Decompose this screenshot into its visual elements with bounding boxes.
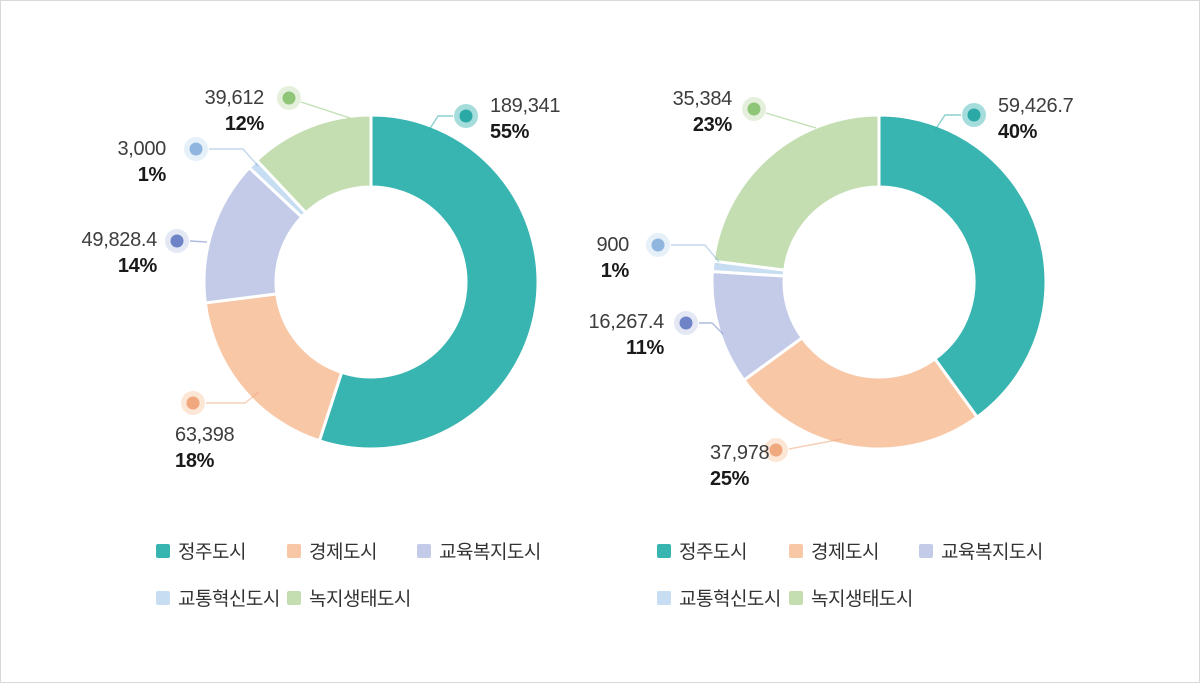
legend-item-gyoyuk[interactable]: 교육복지도시 bbox=[919, 537, 1043, 564]
legend-swatch-lavender bbox=[417, 543, 431, 558]
callout-right-jeongju: 59,426.7 40% bbox=[998, 93, 1074, 145]
callout-dot bbox=[651, 238, 665, 252]
donut-chart-right bbox=[646, 97, 1048, 462]
legend-label: 정주도시 bbox=[178, 542, 246, 563]
donut-right-slice-4[interactable] bbox=[711, 113, 881, 272]
callout-value: 189,341 bbox=[490, 95, 561, 117]
callout-left-gyeongje: 63,398 18% bbox=[175, 422, 235, 474]
callout-left-gyoyuk: 49,828.4 14% bbox=[81, 227, 158, 279]
callout-percent: 1% bbox=[137, 164, 167, 186]
legend-label: 녹지생태도시 bbox=[811, 589, 913, 610]
legend-label: 녹지생태도시 bbox=[309, 589, 411, 610]
callout-percent: 40% bbox=[998, 121, 1038, 143]
callout-value: 59,426.7 bbox=[998, 95, 1074, 117]
legend-item-gyotong[interactable]: 교통혁신도시 bbox=[657, 584, 781, 611]
callout-dot bbox=[459, 109, 473, 123]
donut-right-slice-1[interactable] bbox=[742, 336, 979, 451]
callout-percent: 1% bbox=[600, 260, 630, 282]
legend-swatch-lightblue bbox=[657, 590, 671, 605]
legend-label: 정주도시 bbox=[679, 542, 747, 563]
donut-left-slice-1[interactable] bbox=[203, 292, 344, 443]
callout-right-gyeongje: 37,978 25% bbox=[710, 440, 770, 492]
callout-right-gyoyuk: 16,267.4 11% bbox=[588, 309, 665, 361]
callout-percent: 14% bbox=[117, 255, 157, 277]
callout-value: 16,267.4 bbox=[588, 311, 665, 333]
callout-right-gyotong: 900 1% bbox=[596, 232, 630, 284]
callout-left-gyotong: 3,000 1% bbox=[117, 136, 166, 188]
callout-dot bbox=[769, 443, 783, 457]
callout-value: 37,978 bbox=[710, 442, 770, 464]
callout-percent: 11% bbox=[625, 337, 664, 359]
callout-dot bbox=[189, 142, 203, 156]
donut-right-slice-0[interactable] bbox=[877, 113, 1048, 419]
legend-item-nokji[interactable]: 녹지생태도시 bbox=[789, 584, 913, 611]
callout-value: 35,384 bbox=[672, 88, 733, 110]
callout-dot bbox=[282, 91, 296, 105]
legend-swatch-green bbox=[789, 590, 803, 605]
legend-item-gyeongje[interactable]: 경제도시 bbox=[287, 537, 377, 564]
callout-value: 39,612 bbox=[204, 87, 265, 109]
legend-item-gyeongje[interactable]: 경제도시 bbox=[789, 537, 879, 564]
legend-swatch-lavender bbox=[919, 543, 933, 558]
legend-swatch-peach bbox=[789, 543, 803, 558]
legend-swatch-lightblue bbox=[156, 590, 170, 605]
donut-left-slice-4[interactable] bbox=[255, 113, 373, 215]
callout-dot bbox=[186, 396, 200, 410]
legend-item-nokji[interactable]: 녹지생태도시 bbox=[287, 584, 411, 611]
callout-leader-line bbox=[788, 438, 843, 450]
callout-percent: 18% bbox=[175, 450, 215, 472]
callout-leader-line bbox=[934, 114, 961, 131]
callout-percent: 25% bbox=[710, 468, 750, 490]
legend-label: 교통혁신도시 bbox=[178, 589, 280, 610]
callout-right-nokji: 35,384 23% bbox=[672, 86, 733, 138]
callout-value: 63,398 bbox=[175, 424, 235, 446]
callout-leader-line bbox=[765, 112, 817, 129]
callout-value: 49,828.4 bbox=[81, 229, 158, 251]
legend-label: 교통혁신도시 bbox=[679, 589, 781, 610]
donut-chart-left bbox=[165, 86, 540, 451]
legend-label: 교육복지도시 bbox=[439, 542, 541, 563]
callout-left-jeongju: 189,341 55% bbox=[490, 93, 561, 145]
legend-item-jeongju[interactable]: 정주도시 bbox=[657, 537, 747, 564]
callout-leader-line bbox=[699, 322, 724, 335]
donut-left-slice-0[interactable] bbox=[317, 113, 540, 451]
callout-dot bbox=[679, 316, 693, 330]
callout-percent: 12% bbox=[224, 113, 264, 135]
callout-percent: 23% bbox=[692, 114, 732, 136]
legend-swatch-peach bbox=[287, 543, 301, 558]
callout-leader-line bbox=[300, 101, 351, 119]
legend-item-gyotong[interactable]: 교통혁신도시 bbox=[156, 584, 280, 611]
callout-value: 3,000 bbox=[117, 138, 166, 160]
legend-item-jeongju[interactable]: 정주도시 bbox=[156, 537, 246, 564]
legend-label: 경제도시 bbox=[309, 542, 377, 563]
legend-swatch-teal bbox=[657, 543, 671, 558]
callout-dot bbox=[967, 108, 981, 122]
callout-leader-line bbox=[206, 391, 260, 404]
legend-swatch-green bbox=[287, 590, 301, 605]
legend-swatch-teal bbox=[156, 543, 170, 558]
callout-leader-line bbox=[189, 240, 208, 243]
callout-value: 900 bbox=[596, 234, 630, 256]
callout-leader-line bbox=[209, 148, 259, 167]
legend-label: 경제도시 bbox=[811, 542, 879, 563]
legend-item-gyoyuk[interactable]: 교육복지도시 bbox=[417, 537, 541, 564]
legend-label: 교육복지도시 bbox=[941, 542, 1043, 563]
callout-dot bbox=[747, 102, 761, 116]
callout-dot bbox=[170, 234, 184, 248]
callout-left-nokji: 39,612 12% bbox=[204, 85, 265, 137]
callout-percent: 55% bbox=[490, 121, 530, 143]
callout-leader-line bbox=[671, 244, 720, 263]
callout-leader-line bbox=[428, 115, 453, 131]
